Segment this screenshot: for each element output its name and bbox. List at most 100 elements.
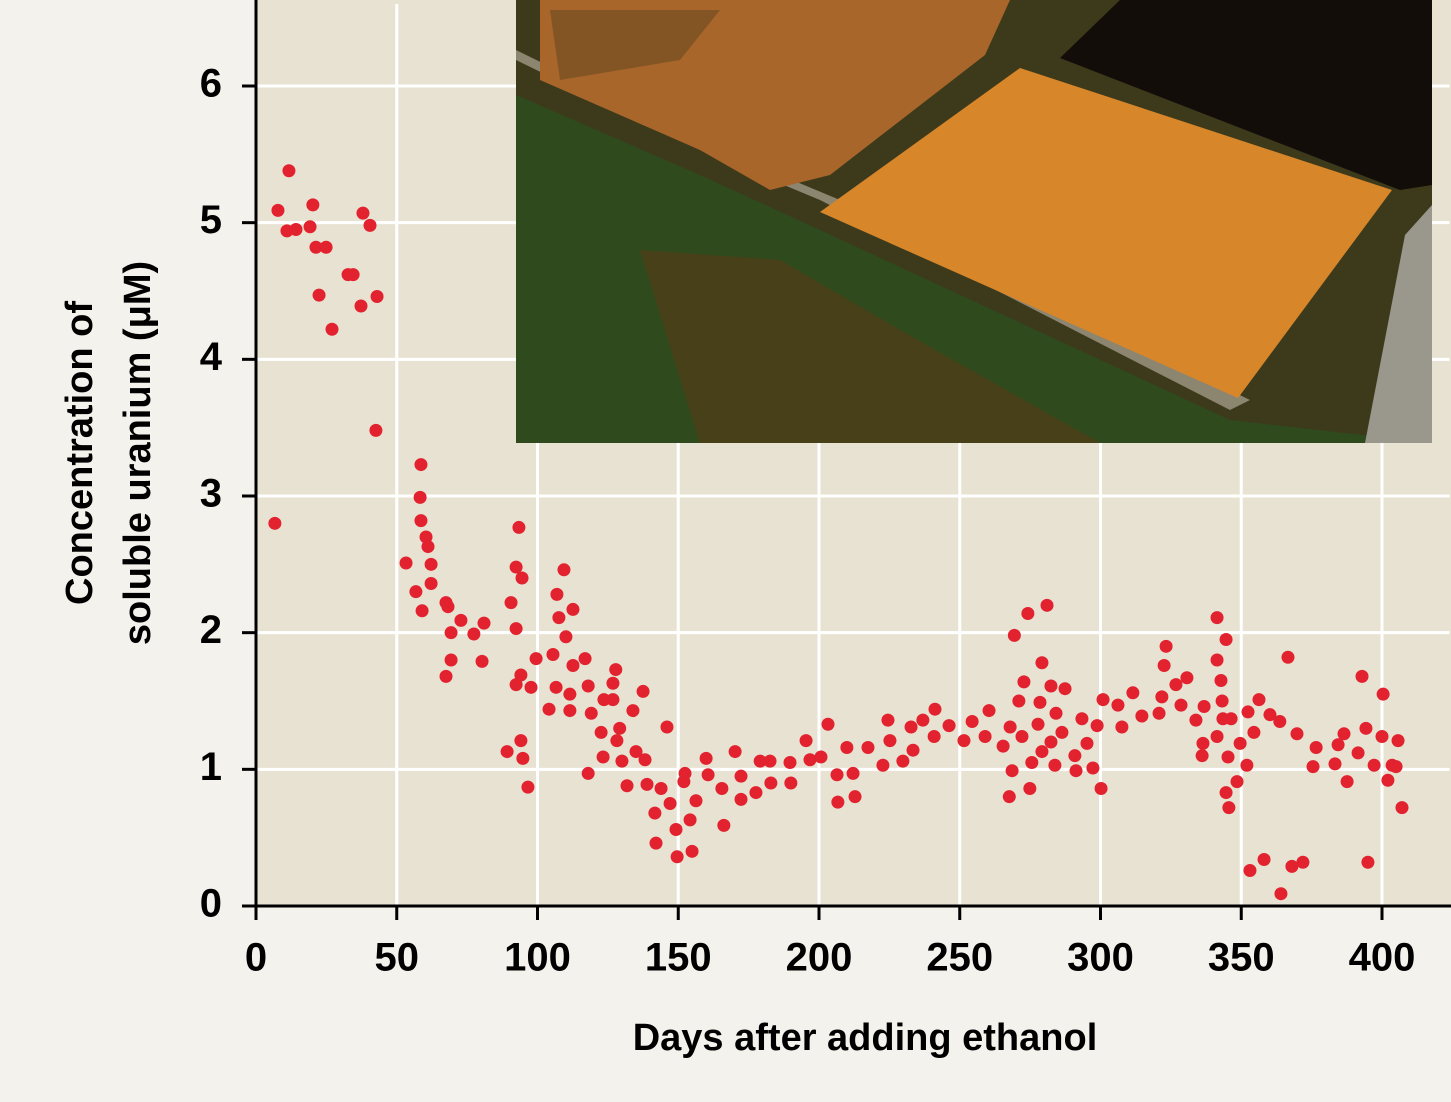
point bbox=[1049, 706, 1063, 720]
point bbox=[594, 725, 608, 739]
point bbox=[1025, 756, 1039, 769]
point bbox=[957, 734, 971, 748]
point bbox=[1328, 757, 1342, 771]
point bbox=[749, 786, 763, 800]
point bbox=[303, 220, 317, 234]
point bbox=[1090, 719, 1104, 733]
point bbox=[356, 206, 370, 220]
point bbox=[441, 600, 455, 614]
point bbox=[1174, 698, 1188, 712]
point bbox=[289, 223, 303, 236]
point bbox=[1306, 760, 1320, 774]
point bbox=[549, 680, 563, 694]
point bbox=[370, 289, 384, 303]
point bbox=[309, 240, 323, 254]
x-axis-title: Days after adding ethanol bbox=[633, 1017, 1098, 1059]
x-tick-label: 400 bbox=[1349, 936, 1416, 980]
point bbox=[606, 676, 620, 690]
point bbox=[1159, 639, 1173, 653]
point bbox=[620, 779, 634, 793]
point bbox=[1219, 633, 1233, 646]
point bbox=[1252, 693, 1266, 707]
point bbox=[1222, 801, 1236, 815]
point bbox=[1035, 745, 1049, 759]
point bbox=[1241, 705, 1255, 719]
point bbox=[1195, 749, 1209, 763]
point bbox=[1290, 727, 1304, 741]
point bbox=[606, 693, 620, 707]
point bbox=[881, 713, 895, 727]
y-axis-title: soluble uranium (μM) bbox=[117, 261, 159, 645]
point bbox=[876, 758, 890, 772]
point bbox=[477, 616, 491, 630]
point bbox=[1044, 679, 1058, 693]
point bbox=[764, 776, 778, 790]
point bbox=[831, 795, 845, 809]
point bbox=[566, 602, 580, 616]
point bbox=[1233, 736, 1247, 750]
y-tick-label: 4 bbox=[200, 335, 223, 379]
point bbox=[927, 730, 941, 744]
point bbox=[1096, 693, 1110, 707]
point bbox=[346, 268, 360, 282]
point bbox=[1002, 790, 1016, 804]
point bbox=[1296, 855, 1310, 869]
point bbox=[1068, 749, 1082, 763]
point bbox=[363, 218, 377, 232]
point bbox=[515, 571, 529, 585]
point bbox=[409, 585, 423, 599]
point bbox=[1281, 650, 1295, 664]
point bbox=[509, 560, 523, 574]
pond-orange bbox=[820, 68, 1392, 398]
point bbox=[424, 576, 438, 590]
point bbox=[1224, 712, 1238, 726]
point bbox=[369, 423, 383, 437]
point bbox=[784, 776, 798, 790]
point bbox=[1180, 671, 1194, 685]
point bbox=[1215, 694, 1229, 708]
point bbox=[942, 719, 956, 733]
point bbox=[1355, 669, 1369, 683]
pond-black bbox=[1060, 0, 1432, 190]
point bbox=[814, 750, 828, 764]
point bbox=[1391, 734, 1405, 748]
point bbox=[319, 240, 333, 254]
point bbox=[424, 557, 438, 571]
point bbox=[550, 587, 564, 601]
point bbox=[514, 668, 528, 682]
point bbox=[1021, 607, 1035, 621]
point bbox=[996, 739, 1010, 753]
x-tick-label: 150 bbox=[645, 936, 712, 980]
point bbox=[1152, 706, 1166, 720]
point bbox=[1115, 720, 1129, 734]
point bbox=[512, 520, 526, 534]
point bbox=[542, 702, 556, 716]
point bbox=[783, 756, 797, 769]
pond-shadow bbox=[550, 10, 720, 80]
point bbox=[421, 540, 435, 554]
point bbox=[613, 721, 627, 735]
point bbox=[596, 750, 610, 764]
x-tick-label: 0 bbox=[245, 936, 267, 980]
point bbox=[1230, 775, 1244, 789]
point bbox=[928, 702, 942, 716]
point bbox=[669, 822, 683, 836]
x-tick-label: 300 bbox=[1067, 936, 1134, 980]
point bbox=[514, 734, 528, 748]
point bbox=[648, 806, 662, 820]
point bbox=[581, 766, 595, 780]
point bbox=[1273, 715, 1287, 728]
point bbox=[663, 797, 677, 810]
point bbox=[414, 458, 428, 472]
point bbox=[500, 745, 514, 759]
point bbox=[566, 658, 580, 672]
point bbox=[1155, 690, 1169, 704]
point bbox=[1157, 658, 1171, 672]
point bbox=[803, 753, 817, 767]
point bbox=[1214, 674, 1228, 687]
point bbox=[413, 490, 427, 504]
point bbox=[282, 164, 296, 178]
point bbox=[584, 706, 598, 720]
